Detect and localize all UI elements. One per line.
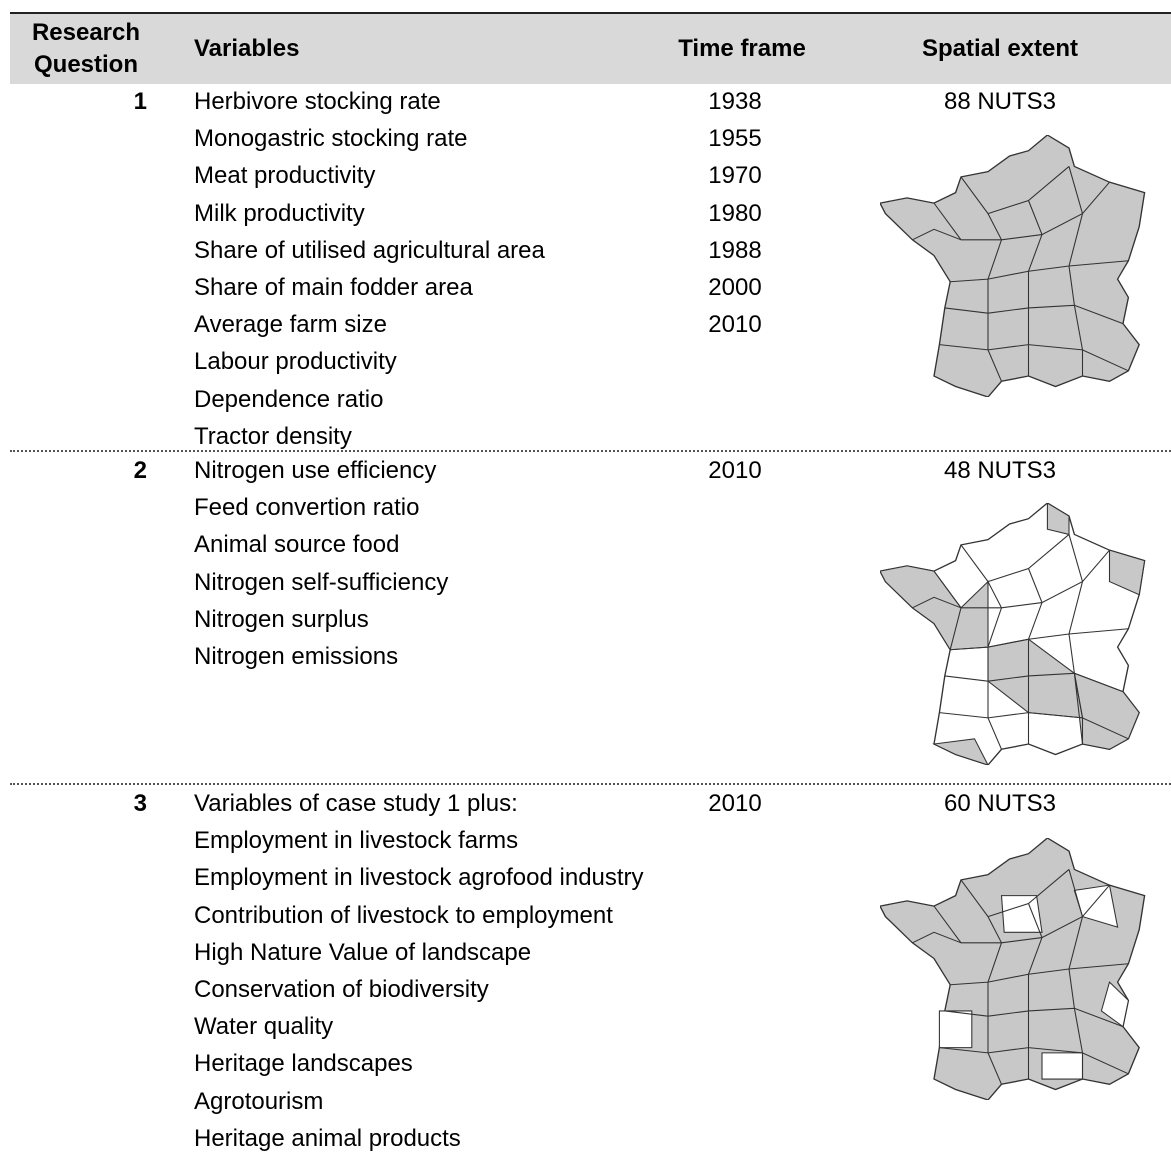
- time-frame: 2000: [708, 274, 762, 301]
- time-frame: 2010: [708, 311, 762, 339]
- variable: Feed convertion ratio: [194, 494, 420, 522]
- variable: Share of main fodder area: [194, 274, 473, 301]
- variable: Herbivore stocking rate: [194, 88, 441, 115]
- variable: Meat productivity: [194, 162, 376, 190]
- spatial-extent: 88 NUTS3: [943, 88, 1057, 115]
- variable: Contribution of livestock to employment: [194, 901, 613, 929]
- spatial-extent: 48 NUTS3: [943, 457, 1057, 484]
- variable: Share of utilised agricultural area: [194, 236, 545, 264]
- variable: Employment in livestock agrofood industr…: [194, 864, 644, 892]
- variable: Labour productivity: [194, 348, 397, 376]
- section-separator: [10, 450, 1171, 452]
- map-48-nuts3: [880, 503, 1146, 765]
- variable: High Nature Value of landscape: [194, 938, 532, 966]
- map-88-nuts3: [880, 135, 1146, 397]
- time-frame: 1970: [708, 162, 762, 190]
- column-header: Spatial extent: [921, 35, 1079, 62]
- variable: Dependence ratio: [194, 385, 384, 413]
- column-header: Variables: [194, 35, 300, 62]
- variable: Conservation of biodiversity: [194, 976, 489, 1003]
- question-number: 2: [133, 457, 147, 484]
- variable: Variables of case study 1 plus:: [194, 790, 518, 817]
- time-frame: 1955: [708, 125, 762, 153]
- variable: Nitrogen self-sufficiency: [194, 568, 449, 596]
- column-header: Research Question: [31, 19, 141, 78]
- variable: Tractor density: [194, 422, 352, 450]
- time-frame: 2010: [708, 790, 762, 817]
- question-number: 1: [133, 88, 147, 115]
- variable: Animal source food: [194, 531, 400, 559]
- variable: Average farm size: [194, 311, 387, 339]
- column-header: Time frame: [678, 35, 806, 62]
- variable: Nitrogen use efficiency: [194, 457, 437, 484]
- time-frame: 1938: [708, 88, 762, 115]
- variable: Heritage landscapes: [194, 1050, 413, 1078]
- variable: Milk productivity: [194, 199, 365, 227]
- variable: Monogastric stocking rate: [194, 125, 468, 153]
- section-separator: [10, 783, 1171, 785]
- spatial-extent: 60 NUTS3: [943, 790, 1057, 817]
- map-60-nuts3: [880, 838, 1146, 1100]
- time-frame: 2010: [708, 457, 762, 484]
- variable: Employment in livestock farms: [194, 827, 519, 855]
- header-band: [10, 12, 1171, 84]
- time-frame: 1980: [708, 199, 762, 227]
- variable: Water quality: [194, 1013, 334, 1041]
- variable: Agrotourism: [194, 1087, 324, 1115]
- question-number: 3: [133, 790, 147, 817]
- time-frame: 1988: [708, 236, 762, 264]
- variable: Nitrogen emissions: [194, 643, 399, 670]
- variable: Nitrogen surplus: [194, 605, 369, 633]
- variable: Heritage animal products: [194, 1124, 461, 1152]
